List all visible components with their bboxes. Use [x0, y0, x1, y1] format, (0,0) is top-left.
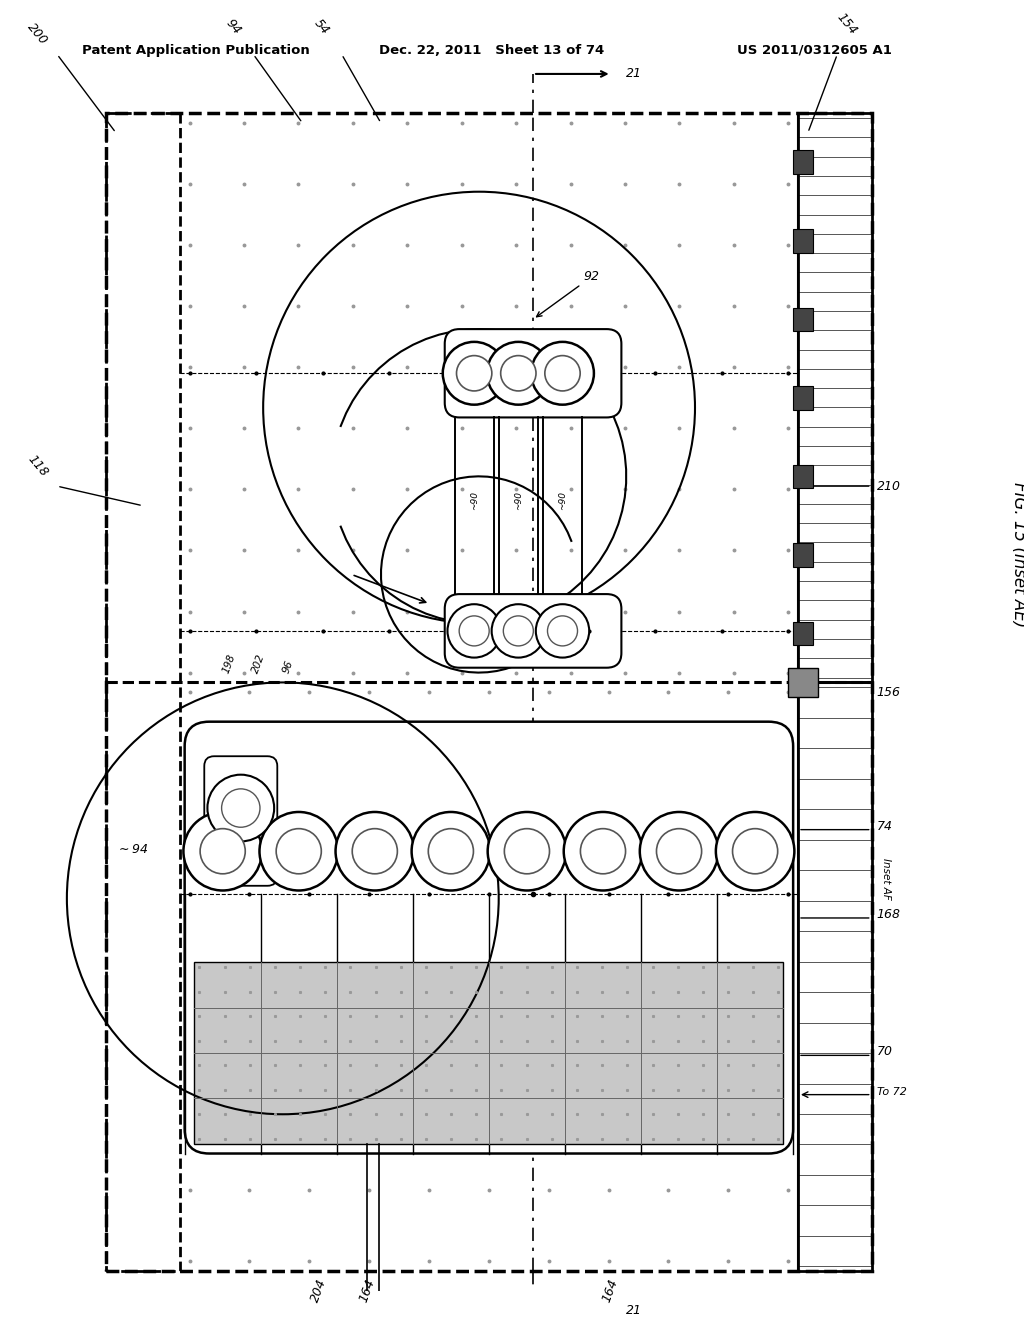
Circle shape	[259, 812, 338, 891]
Bar	[794, 228, 813, 252]
Text: ~90: ~90	[514, 491, 523, 511]
Circle shape	[501, 355, 536, 391]
Bar	[106, 114, 180, 1271]
Bar	[794, 385, 813, 409]
Text: ~90: ~90	[558, 491, 567, 511]
Circle shape	[336, 812, 414, 891]
Bar	[794, 150, 813, 174]
FancyBboxPatch shape	[444, 594, 622, 668]
Bar	[195, 962, 783, 1143]
Text: FIG. 15 (Inset AE): FIG. 15 (Inset AE)	[1010, 482, 1024, 627]
Text: Patent Application Publication: Patent Application Publication	[82, 44, 309, 57]
Circle shape	[442, 342, 506, 405]
Text: 168: 168	[877, 908, 900, 921]
Circle shape	[656, 829, 701, 874]
Text: 118: 118	[25, 453, 50, 479]
Circle shape	[531, 342, 594, 405]
Text: 202: 202	[250, 652, 266, 675]
Bar	[794, 308, 813, 331]
Text: 70: 70	[877, 1045, 893, 1059]
FancyBboxPatch shape	[444, 329, 622, 417]
Text: US 2011/0312605 A1: US 2011/0312605 A1	[737, 44, 892, 57]
Circle shape	[640, 812, 718, 891]
Text: 164: 164	[600, 1276, 621, 1304]
Circle shape	[200, 829, 246, 874]
Text: 96: 96	[281, 659, 295, 675]
Circle shape	[581, 829, 626, 874]
Circle shape	[428, 829, 473, 874]
Text: Dec. 22, 2011   Sheet 13 of 74: Dec. 22, 2011 Sheet 13 of 74	[379, 44, 604, 57]
Circle shape	[352, 829, 397, 874]
Text: ~90: ~90	[470, 491, 478, 511]
Text: 154: 154	[835, 11, 860, 38]
Circle shape	[276, 829, 322, 874]
Bar	[788, 668, 818, 697]
Circle shape	[447, 605, 501, 657]
Text: To 72: To 72	[877, 1086, 906, 1097]
Bar	[794, 543, 813, 566]
Text: 21: 21	[627, 67, 642, 81]
Text: 92: 92	[537, 271, 600, 317]
Text: 21: 21	[627, 1304, 642, 1317]
Circle shape	[457, 355, 492, 391]
Bar	[798, 682, 871, 1271]
Bar	[794, 622, 813, 645]
Text: 156: 156	[877, 686, 900, 698]
Circle shape	[732, 829, 777, 874]
Circle shape	[536, 605, 589, 657]
Text: 200: 200	[25, 21, 50, 48]
Bar	[798, 114, 871, 682]
Text: 198: 198	[221, 652, 237, 675]
Circle shape	[221, 789, 260, 828]
Text: 74: 74	[877, 820, 893, 833]
Text: 94: 94	[223, 17, 244, 38]
Circle shape	[545, 355, 581, 391]
Circle shape	[208, 775, 274, 841]
Circle shape	[459, 616, 489, 645]
Circle shape	[487, 342, 550, 405]
Circle shape	[548, 616, 578, 645]
Circle shape	[183, 812, 262, 891]
Circle shape	[504, 616, 534, 645]
Text: 204: 204	[308, 1276, 329, 1304]
Text: 54: 54	[312, 17, 332, 38]
FancyBboxPatch shape	[184, 722, 794, 1154]
Circle shape	[505, 829, 550, 874]
Text: 210: 210	[877, 479, 900, 492]
Circle shape	[492, 605, 545, 657]
Text: $\sim$94: $\sim$94	[116, 842, 148, 855]
Circle shape	[412, 812, 490, 891]
Text: 164: 164	[357, 1276, 378, 1304]
Circle shape	[487, 812, 566, 891]
Bar	[106, 114, 871, 1271]
Text: Inset AF: Inset AF	[882, 858, 892, 900]
FancyBboxPatch shape	[204, 756, 278, 886]
Bar	[794, 465, 813, 488]
Circle shape	[716, 812, 795, 891]
Circle shape	[564, 812, 642, 891]
